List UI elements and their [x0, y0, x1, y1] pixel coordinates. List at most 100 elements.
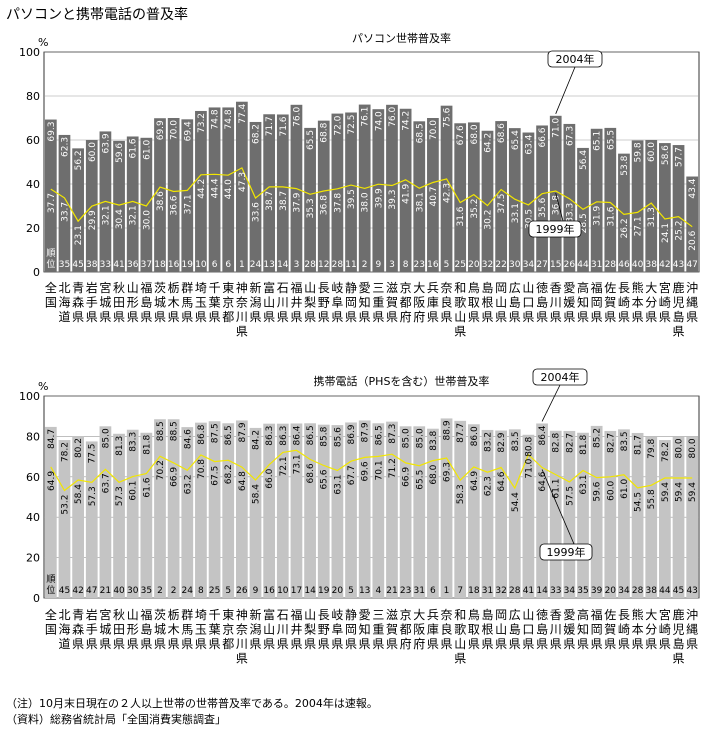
c1-category-label: 城	[99, 296, 111, 310]
c1-category-label: 崎	[618, 296, 630, 310]
c1-data-label-1999: 39.9	[374, 188, 384, 208]
c1-category-label: 城	[154, 296, 166, 310]
c1-data-label-1999: 26.2	[620, 218, 630, 238]
c1-data-label-2004: 67.3	[565, 126, 575, 146]
c2-rank-value: 34	[618, 586, 630, 596]
c2-category-label: 城	[154, 623, 166, 637]
c1-category-label: 賀	[386, 296, 398, 310]
c2-category-label: 長	[318, 608, 330, 622]
c1-data-label-2004: 69.3	[47, 122, 57, 142]
c1-category-label: 県	[550, 310, 562, 324]
c1-data-label-2004: 59.8	[634, 142, 644, 162]
c1-category-label: 山	[127, 281, 139, 295]
c1-category-label: 都	[400, 296, 412, 310]
c2-category-label: 県	[99, 637, 111, 651]
c1-category-label: 県	[209, 310, 221, 324]
c1-bar	[481, 130, 494, 272]
c1-category-label: 福	[591, 280, 603, 295]
c1-data-label-1999: 20.6	[688, 230, 698, 250]
c1-category-label: 玉	[195, 296, 207, 310]
c1-data-label-2004: 53.8	[620, 155, 630, 175]
c1-category-label: 佐	[604, 281, 616, 295]
c2-bar	[577, 432, 589, 598]
c1-category-label: 栃	[168, 281, 180, 295]
c2-data-label-1999: 68.0	[429, 464, 439, 484]
c2-category-label: 茨	[154, 608, 166, 622]
c1-data-label-1999: 38.7	[265, 191, 275, 211]
c1-category-label: 県	[686, 310, 698, 324]
c1-category-label: 野	[318, 296, 330, 310]
c2-data-label-2004: 83.8	[429, 430, 439, 450]
c2-rank-value: 30	[127, 586, 139, 596]
c2-category-label: 北	[58, 608, 70, 622]
c2-data-label-1999: 61.6	[142, 477, 152, 497]
c2-category-label: 石	[277, 608, 289, 622]
c2-callout-1999-box	[539, 543, 593, 561]
c1-y-tick-label: 60	[26, 134, 40, 147]
c1-bar	[413, 121, 426, 272]
c1-category-label: 県	[86, 310, 98, 324]
c1-bar	[631, 140, 644, 272]
c1-bar	[167, 118, 180, 272]
c2-category-label: 川	[236, 637, 248, 651]
c2-category-label: 井	[290, 623, 302, 637]
c2-category-label: 県	[331, 637, 343, 651]
c1-y-tick-label: 0	[33, 266, 40, 279]
c1-data-label-2004: 68.8	[320, 122, 330, 142]
c2-bar	[263, 423, 276, 598]
c2-bar	[372, 423, 385, 598]
c1-bar	[181, 119, 194, 272]
c1-category-label: 梨	[304, 296, 316, 310]
c1-data-label-2004: 60.0	[88, 142, 98, 162]
c1-rank-value: 38	[86, 260, 98, 270]
c1-data-label-2004: 69.9	[156, 120, 166, 140]
c2-category-label: 県	[154, 637, 166, 651]
c2-data-label-2004: 85.0	[101, 428, 111, 448]
c1-data-label-1999: 31.9	[593, 206, 603, 226]
c2-category-label: 高	[577, 607, 589, 622]
c2-rank-header: 位	[46, 584, 55, 596]
c1-category-label: 県	[318, 310, 330, 324]
c1-category-label: 県	[441, 310, 453, 324]
c2-category-label: 道	[58, 637, 70, 651]
c2-category-label: 沖	[686, 608, 698, 622]
c2-category-label: 分	[645, 623, 657, 637]
c1-category-label: 北	[58, 281, 70, 295]
c2-rank-value: 40	[113, 586, 125, 596]
c2-rank-value: 10	[277, 586, 289, 596]
c1-data-label-1999: 37.1	[183, 194, 193, 214]
c2-data-label-1999: 68.6	[306, 463, 316, 483]
c1-category-label: 島	[673, 309, 685, 324]
c2-category-label: 都	[400, 623, 412, 637]
c2-category-label: 愛	[359, 608, 371, 622]
c1-data-label-1999: 36.8	[320, 195, 330, 215]
c2-rank-value: 2	[157, 586, 163, 596]
c1-data-label-1999: 38.7	[279, 191, 289, 211]
c2-rank-value: 6	[430, 586, 436, 596]
c1-category-label: 長	[318, 281, 330, 295]
c1-category-label: 県	[645, 310, 657, 324]
c2-data-label-2004: 80.0	[675, 438, 685, 458]
c2-data-label-1999: 67.7	[347, 465, 357, 485]
c1-bar	[454, 123, 467, 272]
c1-category-label: 岡	[495, 281, 507, 295]
c2-category-label: 県	[468, 637, 480, 651]
c2-category-label: 県	[577, 637, 589, 651]
c1-category-label: 県	[277, 310, 289, 324]
c2-bar	[645, 436, 658, 598]
c1-category-label: 葉	[209, 296, 221, 310]
c1-category-label: 島	[536, 295, 548, 310]
c2-data-label-2004: 80.2	[74, 438, 84, 458]
c1-category-label: 県	[290, 310, 302, 324]
c2-data-label-2004: 86.5	[306, 425, 316, 445]
c2-category-label: 都	[222, 637, 234, 651]
c1-rank-value: 14	[277, 260, 289, 270]
c1-category-label: 県	[618, 310, 630, 324]
c1-rank-value: 35	[59, 260, 70, 270]
c2-data-label-1999: 63.2	[183, 474, 193, 494]
c1-category-label: 茨	[154, 281, 166, 295]
c2-category-label: 県	[209, 637, 221, 651]
c2-data-label-2004: 81.3	[115, 436, 125, 456]
c1-rank-value: 24	[250, 260, 262, 270]
